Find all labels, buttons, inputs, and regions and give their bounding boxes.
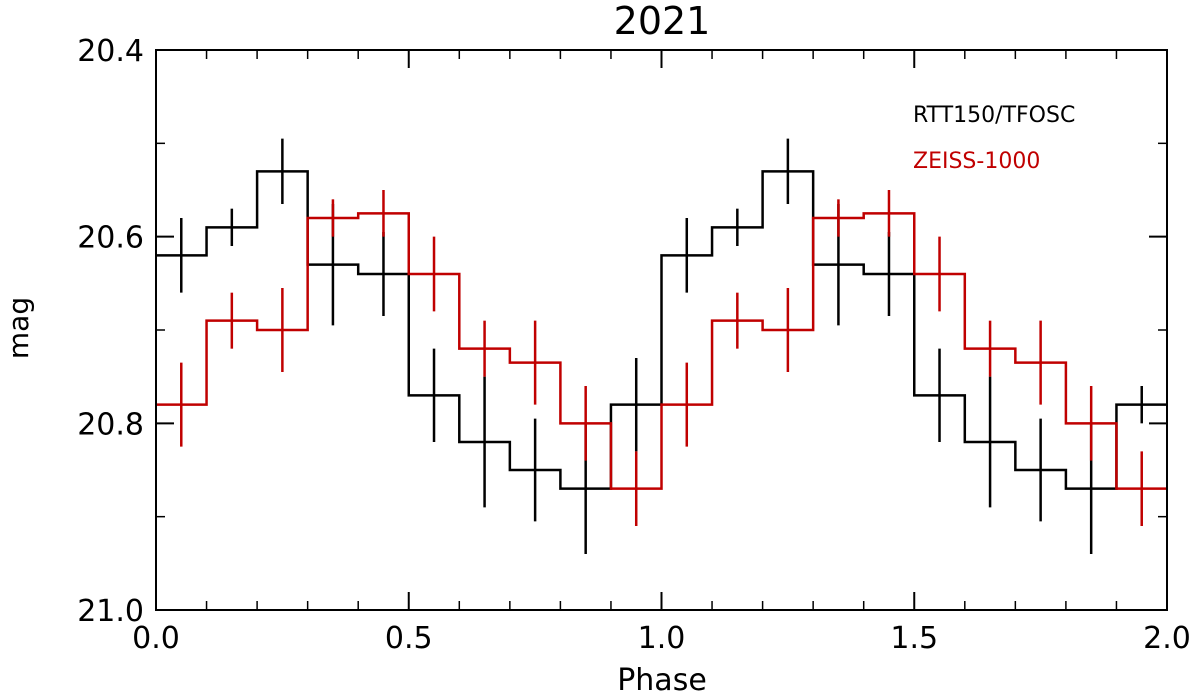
legend-entry-rtt150: RTT150/TFOSC: [913, 103, 1075, 128]
y-tick-label: 20.8: [77, 407, 144, 442]
x-tick-label: 2.0: [1143, 621, 1191, 656]
data-series: [156, 138, 1167, 554]
x-tick-label: 1.0: [638, 621, 686, 656]
x-axis-label: Phase: [617, 663, 707, 695]
y-tick-label: 20.6: [77, 221, 144, 256]
legend: RTT150/TFOSC ZEISS-1000: [913, 103, 1075, 174]
x-tick-label: 1.5: [890, 621, 938, 656]
series-rtt150-tfosc: [156, 138, 1167, 554]
y-axis-label: mag: [2, 297, 35, 359]
y-tick-label: 21.0: [77, 594, 144, 629]
chart-title: 2021: [614, 0, 711, 43]
y-tick-label: 20.4: [77, 34, 144, 69]
tick-labels: 0.0 0.5 1.0 1.5 2.0 20.4 20.6 20.8 21.0: [77, 34, 1191, 656]
x-tick-label: 0.5: [385, 621, 433, 656]
series-zeiss-1000: [156, 190, 1167, 526]
plot-frame: [155, 49, 1168, 611]
legend-entry-zeiss1000: ZEISS-1000: [913, 149, 1040, 174]
x-tick-label: 0.0: [132, 621, 180, 656]
